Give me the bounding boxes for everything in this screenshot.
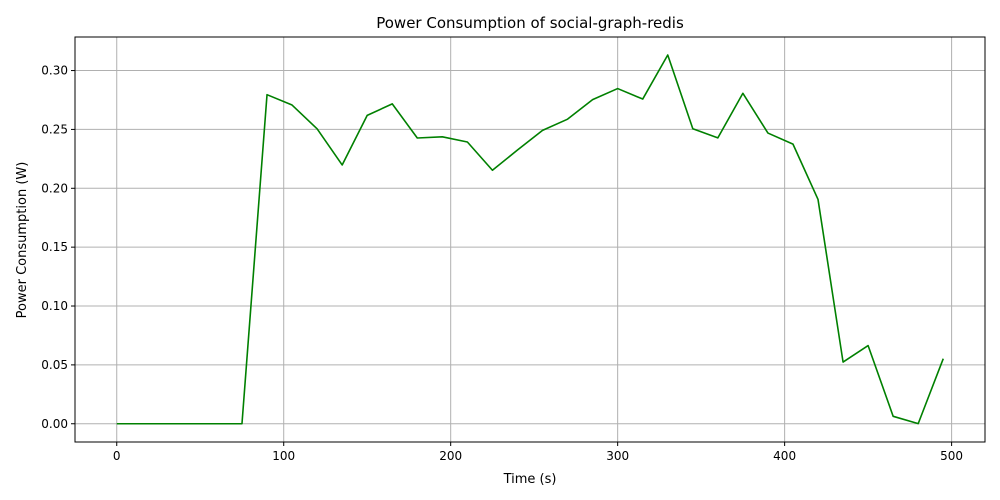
x-tick-label: 100 [272, 449, 295, 463]
chart-title: Power Consumption of social-graph-redis [376, 14, 684, 32]
x-tick-label: 0 [113, 449, 121, 463]
ticks: 0 100 200 300 400 500 0.00 0.05 0.10 0.15 0.20 0.25… [41, 64, 963, 463]
y-tick-label: 0.20 [41, 181, 68, 195]
y-tick-label: 0.30 [41, 64, 68, 78]
y-tick-label: 0.05 [41, 358, 68, 372]
x-tick-label: 500 [940, 449, 963, 463]
y-tick-label: 0.10 [41, 299, 68, 313]
y-tick-label: 0.00 [41, 417, 68, 431]
series-line [116, 54, 945, 425]
plot-frame [74, 36, 986, 443]
x-axis-label: Time (s) [503, 472, 557, 487]
y-tick-label: 0.15 [41, 240, 68, 254]
y-tick-label: 0.25 [41, 122, 68, 136]
x-tick-label: 200 [439, 449, 462, 463]
y-axis-label: Power Consumption (W) [15, 162, 30, 319]
series-layer [116, 54, 945, 425]
x-tick-label: 400 [773, 449, 796, 463]
x-tick-label: 300 [606, 449, 629, 463]
